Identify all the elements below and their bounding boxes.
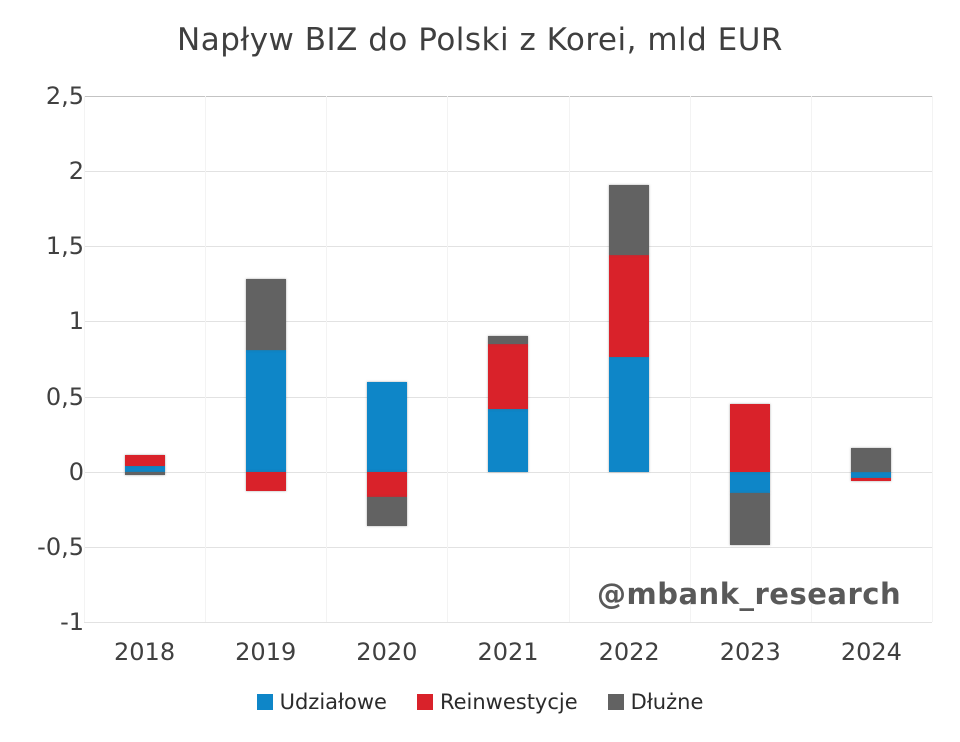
bar-segment-udziałowe-2023 bbox=[730, 471, 770, 493]
x-tick-label-2024: 2024 bbox=[840, 638, 902, 666]
gridline-x-2 bbox=[326, 96, 327, 622]
x-tick-label-2020: 2020 bbox=[356, 638, 418, 666]
bar-segment-dłużne-2022 bbox=[609, 184, 649, 256]
bar-segment-dłużne-2019 bbox=[246, 279, 286, 350]
bar-segment-dłużne-2024 bbox=[851, 447, 891, 472]
gridline-x-7 bbox=[932, 96, 933, 622]
legend-item-reinwestycje: Reinwestycje bbox=[416, 690, 578, 714]
y-tick-label: 1 bbox=[68, 307, 84, 336]
legend-label: Udziałowe bbox=[279, 690, 387, 714]
x-tick-label-2021: 2021 bbox=[477, 638, 539, 666]
y-tick-label: 1,5 bbox=[45, 232, 84, 261]
bar-segment-udziałowe-2019 bbox=[246, 349, 286, 472]
legend-swatch-icon bbox=[256, 694, 273, 710]
legend-swatch-icon bbox=[607, 694, 624, 710]
watermark-text: @mbank_research bbox=[597, 577, 902, 611]
x-tick-label-2022: 2022 bbox=[598, 638, 660, 666]
bar-segment-reinwestycje-2018 bbox=[125, 455, 165, 466]
y-tick-label: 0,5 bbox=[45, 382, 84, 411]
x-tick-label-2023: 2023 bbox=[719, 638, 781, 666]
gridline-x-5 bbox=[690, 96, 691, 622]
gridline-x-0 bbox=[84, 96, 85, 622]
chart-legend: Udziałowe Reinwestycje Dłużne bbox=[0, 690, 960, 714]
bar-segment-udziałowe-2022 bbox=[609, 357, 649, 472]
bar-segment-udziałowe-2020 bbox=[367, 381, 407, 472]
plot-area bbox=[84, 96, 933, 623]
gridline-y-0 bbox=[84, 471, 932, 473]
y-tick-label: 0 bbox=[68, 457, 84, 486]
gridline-y-2,5 bbox=[84, 96, 932, 97]
bar-segment-udziałowe-2021 bbox=[488, 408, 528, 472]
bar-segment-reinwestycje-2020 bbox=[367, 471, 407, 498]
gridline-y--0,5 bbox=[84, 546, 932, 548]
x-tick-label-2018: 2018 bbox=[114, 638, 176, 666]
bar-segment-udziałowe-2024 bbox=[851, 471, 891, 478]
gridline-x-6 bbox=[811, 96, 812, 622]
gridline-y--1 bbox=[84, 622, 932, 623]
chart-title: Napływ BIZ do Polski z Korei, mld EUR bbox=[177, 22, 783, 58]
gridline-y-2 bbox=[84, 171, 932, 173]
bar-segment-reinwestycje-2023 bbox=[730, 404, 770, 472]
gridline-x-3 bbox=[447, 96, 448, 622]
legend-label: Dłużne bbox=[630, 690, 704, 714]
bar-segment-dłużne-2020 bbox=[367, 497, 407, 526]
legend-label: Reinwestycje bbox=[439, 690, 578, 714]
bar-segment-dłużne-2023 bbox=[730, 492, 770, 546]
y-tick-label: 2,5 bbox=[45, 82, 84, 110]
x-tick-label-2019: 2019 bbox=[235, 638, 297, 666]
bar-segment-dłużne-2018 bbox=[125, 471, 165, 475]
legend-swatch-icon bbox=[416, 694, 433, 710]
bar-segment-reinwestycje-2021 bbox=[488, 343, 528, 409]
legend-item-dłużne: Dłużne bbox=[607, 690, 704, 714]
gridline-x-4 bbox=[569, 96, 570, 622]
gridline-y-1,5 bbox=[84, 246, 932, 248]
gridline-y-1 bbox=[84, 321, 932, 323]
legend-item-udziałowe: Udziałowe bbox=[256, 690, 387, 714]
y-tick-label: -1 bbox=[60, 608, 84, 636]
bar-segment-udziałowe-2018 bbox=[125, 465, 165, 472]
gridline-x-1 bbox=[205, 96, 206, 622]
y-tick-label: 2 bbox=[68, 157, 84, 186]
y-tick-label: -0,5 bbox=[37, 532, 84, 561]
bar-segment-reinwestycje-2024 bbox=[851, 477, 891, 481]
bar-segment-reinwestycje-2019 bbox=[246, 471, 286, 492]
bar-segment-dłużne-2021 bbox=[488, 336, 528, 344]
bar-segment-reinwestycje-2022 bbox=[609, 255, 649, 358]
